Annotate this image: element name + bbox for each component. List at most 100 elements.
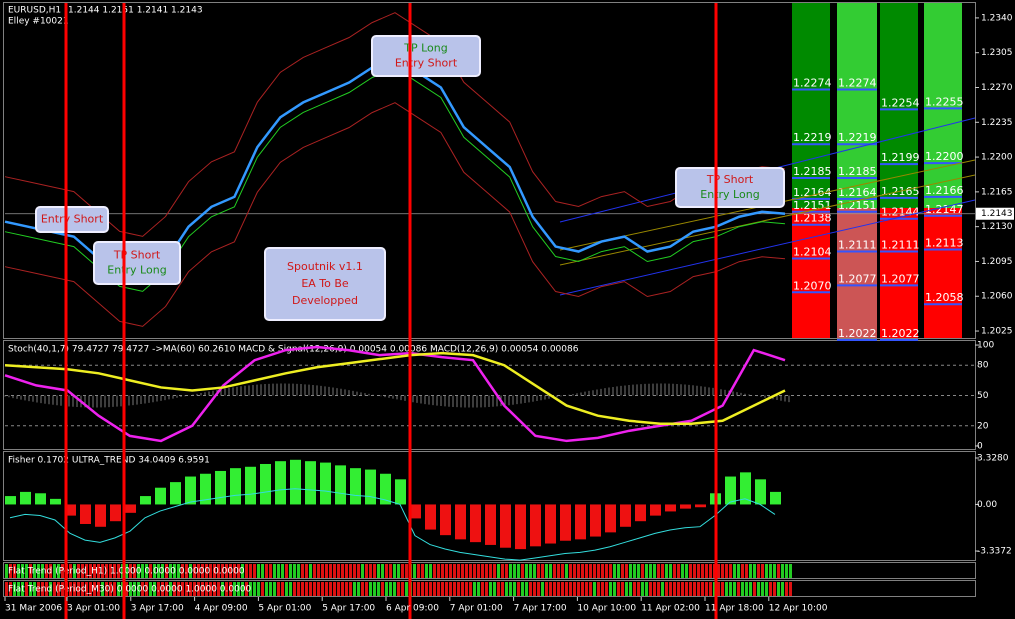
trend-stripe (369, 564, 372, 578)
trend-stripe (777, 564, 780, 578)
trend-stripe (697, 582, 700, 596)
trend-stripe (137, 564, 140, 578)
trend-stripe (29, 564, 32, 578)
trend-stripe (293, 564, 296, 578)
trend-stripe (137, 582, 140, 596)
band-upper (4, 12, 786, 237)
trend-stripe (113, 564, 116, 578)
trend-stripe (33, 582, 36, 596)
level-label: 1.2185 (793, 165, 832, 178)
trend-stripe (397, 564, 400, 578)
trend-stripe (641, 582, 644, 596)
level-label: 1.2185 (838, 165, 877, 178)
trend-stripe (213, 582, 216, 596)
level-label: 1.2200 (925, 150, 964, 163)
trend-stripe (365, 564, 368, 578)
trend-stripe (85, 582, 88, 596)
trend-stripe (477, 582, 480, 596)
trend-stripe (273, 564, 276, 578)
fisher-bar (185, 476, 196, 505)
trend-stripe (561, 564, 564, 578)
trend-stripe (449, 582, 452, 596)
trend-stripe (301, 564, 304, 578)
trend-stripe (413, 582, 416, 596)
trend-stripe (245, 582, 248, 596)
level-label: 1.2219 (838, 131, 877, 144)
trend-stripe (45, 564, 48, 578)
trend-stripe (237, 582, 240, 596)
trend-stripe (381, 582, 384, 596)
trend-stripe (193, 582, 196, 596)
trend-stripe (745, 582, 748, 596)
trend-stripe (269, 582, 272, 596)
trend-stripe (25, 564, 28, 578)
trend-stripe (341, 582, 344, 596)
trend-stripe (289, 582, 292, 596)
trend-stripe (361, 564, 364, 578)
trend-stripe (785, 564, 788, 578)
trend-stripe (113, 582, 116, 596)
y-tick-label: 1.2025 (981, 327, 1013, 337)
trend-stripe (761, 582, 764, 596)
trend-stripe (341, 564, 344, 578)
trend-stripe (685, 564, 688, 578)
trend-stripe (629, 564, 632, 578)
trend-stripe (669, 582, 672, 596)
trend-stripe (209, 582, 212, 596)
trend-stripe (249, 582, 252, 596)
trend-stripe (309, 582, 312, 596)
trend-stripe (521, 582, 524, 596)
trend-stripe (361, 582, 364, 596)
y-tick-label: -3.3372 (977, 547, 1012, 557)
fisher-bar (485, 504, 496, 545)
trend-stripe (737, 564, 740, 578)
trend-stripe (317, 582, 320, 596)
trend-stripe (401, 582, 404, 596)
trend-stripe (681, 564, 684, 578)
trend-stripe (381, 564, 384, 578)
trend-stripe (777, 582, 780, 596)
trend-stripe (489, 564, 492, 578)
trend-stripe (69, 564, 72, 578)
trend-stripe (93, 582, 96, 596)
level-label: 1.2274 (793, 77, 832, 90)
trend-stripe (133, 582, 136, 596)
fisher-bar (680, 504, 691, 509)
trend-stripe (253, 564, 256, 578)
trend-stripe (457, 564, 460, 578)
trend-stripe (13, 582, 16, 596)
callout-box (93, 241, 181, 285)
trend-stripe (41, 564, 44, 578)
trend-stripe (529, 564, 532, 578)
trend-stripe (653, 582, 656, 596)
trend-stripe (717, 564, 720, 578)
y-tick-label: 0.00 (977, 500, 997, 510)
trend-stripe (417, 564, 420, 578)
trend-stripe (537, 564, 540, 578)
trend-stripe (349, 564, 352, 578)
trend-stripe (669, 564, 672, 578)
trend-stripe (493, 582, 496, 596)
trend-stripe (161, 582, 164, 596)
trend-stripe (305, 582, 308, 596)
level-label: 1.2113 (925, 237, 964, 250)
trend-stripe (765, 564, 768, 578)
trend-stripe (461, 582, 464, 596)
fisher-bar (245, 466, 256, 505)
trend-stripe (281, 564, 284, 578)
trend-stripe (633, 564, 636, 578)
trend-stripe (197, 582, 200, 596)
trend-stripe (313, 564, 316, 578)
y-tick-label: 1.2305 (981, 48, 1013, 58)
y-tick-label: 1.2270 (981, 83, 1013, 93)
trend-stripe (265, 582, 268, 596)
trend-stripe (33, 564, 36, 578)
y-tick-label: 100 (977, 341, 994, 351)
trend-stripe (9, 564, 12, 578)
trend-stripe (213, 564, 216, 578)
trend-stripe (545, 582, 548, 596)
level-label: 1.2058 (925, 291, 964, 304)
trend-stripe (85, 564, 88, 578)
trend-stripe (273, 582, 276, 596)
x-tick-label: 10 Apr 10:00 (577, 604, 636, 614)
